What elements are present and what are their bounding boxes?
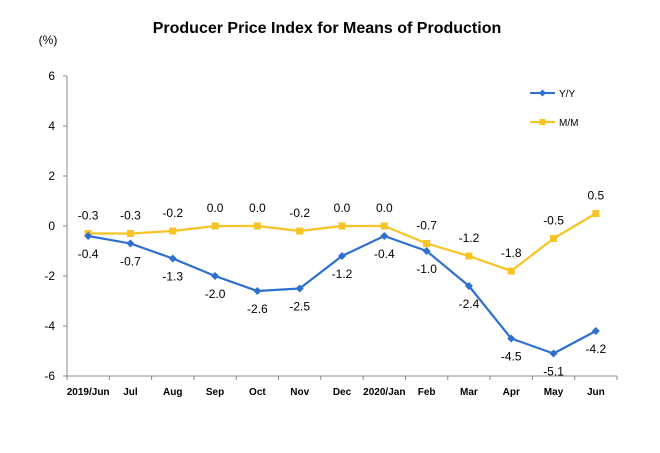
y-axis-unit-label: (%) <box>39 33 58 47</box>
mm-data-label: -1.8 <box>501 246 522 260</box>
yy-point <box>549 349 558 358</box>
yy-point <box>295 284 304 293</box>
mm-point <box>507 267 515 275</box>
x-tick-label: Oct <box>249 387 266 398</box>
chart-title: Producer Price Index for Means of Produc… <box>153 20 502 37</box>
mm-data-label: -0.3 <box>120 209 141 223</box>
series-layer <box>84 210 600 358</box>
mm-point <box>126 230 134 237</box>
legend-label-mm: M/M <box>559 118 578 129</box>
yy-point <box>507 334 516 343</box>
x-tick-label: Dec <box>333 387 352 398</box>
mm-data-label: 0.0 <box>249 201 266 215</box>
mm-point <box>423 240 431 247</box>
mm-point <box>211 222 219 230</box>
mm-data-label: -0.3 <box>78 209 99 223</box>
yy-point <box>591 327 600 335</box>
mm-data-label: 0.0 <box>334 201 351 215</box>
yy-data-label: -4.5 <box>501 350 522 364</box>
legend-label-yy: Y/Y <box>559 89 575 100</box>
yy-data-label: -2.5 <box>289 300 310 314</box>
mm-data-label: 0.0 <box>207 201 224 215</box>
yy-data-label: -4.2 <box>586 342 607 356</box>
yy-point <box>253 287 262 295</box>
x-tick-label: Mar <box>460 387 478 398</box>
yy-data-label: -1.0 <box>416 262 437 276</box>
mm-point <box>253 222 261 230</box>
mm-point <box>169 227 177 235</box>
mm-point <box>465 252 473 260</box>
mm-data-label: -0.5 <box>543 214 564 228</box>
yy-data-label: -2.4 <box>459 297 480 311</box>
yy-point <box>211 272 220 280</box>
series-line-mm <box>88 212 597 273</box>
x-tick-label: Apr <box>503 387 520 398</box>
yy-data-label: -2.6 <box>247 302 268 316</box>
mm-data-label: -0.2 <box>289 206 310 220</box>
mm-point <box>338 222 346 230</box>
yy-data-label: -0.4 <box>78 247 99 261</box>
mm-point <box>380 222 388 230</box>
data-labels: -0.3 -0.4 -0.3 -0.7 -0.2 -1.3 0.0 -2.0 0.0 -2.6 -0… <box>78 189 607 379</box>
y-tick-label: -2 <box>44 269 55 283</box>
legend-marker-yy <box>539 89 546 97</box>
x-tick-label: Jul <box>123 387 138 398</box>
yy-point <box>126 239 135 248</box>
legend: Y/Y M/M <box>530 89 578 129</box>
x-tick-label: Feb <box>418 387 436 398</box>
mm-data-label: -0.7 <box>416 219 437 233</box>
y-tick-label: -4 <box>44 319 55 333</box>
yy-data-label: -2.0 <box>205 287 226 301</box>
yy-data-label: -1.3 <box>162 270 183 284</box>
y-ticks: 6 4 2 0 -2 -4 -6 <box>44 69 67 383</box>
mm-point <box>296 227 304 235</box>
mm-data-label: -1.2 <box>459 231 480 245</box>
x-tick-label: Jun <box>587 387 605 398</box>
yy-point <box>84 232 93 240</box>
y-tick-label: 0 <box>48 219 55 233</box>
yy-point <box>464 282 473 290</box>
x-tick-label: May <box>544 387 564 398</box>
yy-point <box>168 254 177 263</box>
mm-data-label: 0.0 <box>376 201 393 215</box>
mm-data-label: 0.5 <box>588 189 605 203</box>
yy-data-label: -5.1 <box>543 365 564 379</box>
yy-data-label: -0.7 <box>120 255 141 269</box>
yy-data-label: -1.2 <box>332 267 353 281</box>
x-ticks: 2019/Jun Jul Aug Sep Oct Nov Dec 2020/Jan Feb Mar… <box>66 376 618 398</box>
y-tick-label: 4 <box>48 119 55 133</box>
x-tick-label: Nov <box>290 387 309 398</box>
legend-marker-mm <box>539 119 546 125</box>
yy-point <box>422 247 431 255</box>
mm-data-label: -0.2 <box>162 206 183 220</box>
y-tick-label: -6 <box>44 369 55 383</box>
x-tick-label: 2020/Jan <box>363 387 405 398</box>
y-tick-label: 6 <box>48 69 55 83</box>
x-tick-label: Sep <box>206 387 224 398</box>
x-tick-label: 2019/Jun <box>67 387 110 398</box>
mm-point <box>550 235 558 242</box>
mm-point <box>592 210 600 217</box>
y-tick-label: 2 <box>48 169 55 183</box>
x-tick-label: Aug <box>163 387 182 398</box>
yy-point <box>338 252 346 260</box>
yy-point <box>380 232 389 240</box>
yy-data-label: -0.4 <box>374 247 395 261</box>
